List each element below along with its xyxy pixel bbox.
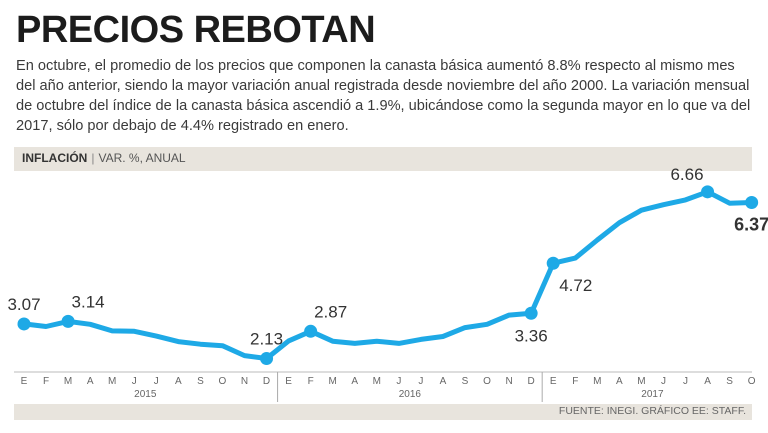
- x-tick-label: M: [373, 376, 381, 387]
- data-point-marker: [17, 317, 31, 331]
- x-tick-label: M: [637, 376, 645, 387]
- chart-title: PRECIOS REBOTAN: [16, 9, 376, 51]
- x-tick-label: F: [572, 376, 578, 387]
- x-tick-label: F: [308, 376, 314, 387]
- x-tick-label: J: [154, 376, 159, 387]
- indicator-label: INFLACIÓN | VAR. %, ANUAL: [22, 151, 186, 165]
- data-label: 2.87: [314, 302, 347, 321]
- x-tick-label: S: [726, 376, 733, 387]
- separator: |: [91, 151, 95, 165]
- x-tick-label: M: [108, 376, 116, 387]
- x-tick-label: O: [219, 376, 227, 387]
- x-tick-label: J: [661, 376, 666, 387]
- x-tick-label: S: [462, 376, 469, 387]
- year-label: 2017: [641, 389, 664, 400]
- x-tick-label: O: [748, 376, 756, 387]
- source-note: FUENTE: INEGI. GRÁFICO EE: STAFF.: [558, 405, 746, 417]
- x-tick-label: J: [418, 376, 423, 387]
- data-point-marker: [61, 314, 75, 328]
- x-tick-label: E: [550, 376, 557, 387]
- x-tick-label: A: [616, 376, 623, 387]
- data-label: 3.14: [72, 292, 105, 311]
- data-label: 6.37: [734, 215, 768, 235]
- chart-description: En octubre, el promedio de los precios q…: [16, 58, 751, 134]
- x-tick-label: J: [683, 376, 688, 387]
- x-tick-label: N: [505, 376, 512, 387]
- data-point-marker: [524, 306, 538, 320]
- x-tick-label: D: [528, 376, 535, 387]
- marker-layer: [17, 185, 759, 366]
- x-tick-label: O: [483, 376, 491, 387]
- x-axis: E F M A M J J A S O N D E F M A M J J A S O N D E F M A M J J A S O 2015 20…: [14, 371, 756, 402]
- data-label: 3.36: [515, 326, 548, 345]
- x-tick-label: D: [263, 376, 270, 387]
- data-point-marker: [546, 256, 560, 270]
- x-tick-label: J: [396, 376, 401, 387]
- indicator-unit: VAR. %, ANUAL: [98, 151, 186, 165]
- series-line: [21, 189, 755, 361]
- x-tick-label: A: [351, 376, 358, 387]
- data-point-marker: [701, 185, 715, 199]
- data-label: 4.72: [559, 276, 592, 295]
- x-tick-label: M: [593, 376, 601, 387]
- x-tick-label: A: [175, 376, 182, 387]
- data-point-marker: [304, 324, 318, 338]
- chart-header-band: INFLACIÓN | VAR. %, ANUAL: [14, 147, 752, 171]
- x-tick-label: A: [704, 376, 711, 387]
- x-tick-label: E: [21, 376, 28, 387]
- year-label: 2016: [399, 389, 422, 400]
- data-label: 3.07: [7, 295, 40, 314]
- data-label: 6.66: [670, 165, 703, 184]
- x-tick-label: J: [132, 376, 137, 387]
- footer-band: FUENTE: INEGI. GRÁFICO EE: STAFF.: [14, 404, 752, 420]
- x-tick-label: E: [285, 376, 292, 387]
- year-label: 2015: [134, 389, 157, 400]
- x-tick-label: A: [440, 376, 447, 387]
- series-line-layer: [21, 189, 755, 361]
- x-tick-label: A: [87, 376, 94, 387]
- x-tick-label: M: [329, 376, 337, 387]
- x-tick-label: M: [64, 376, 72, 387]
- data-label-layer: 3.07 3.14 2.13 2.87 3.36 4.72 6.66 6.37: [7, 165, 768, 349]
- data-point-marker: [745, 196, 759, 210]
- x-tick-label: F: [43, 376, 49, 387]
- data-label: 2.13: [250, 330, 283, 349]
- indicator-name: INFLACIÓN: [22, 151, 88, 165]
- x-tick-label: S: [197, 376, 204, 387]
- x-tick-label: N: [241, 376, 248, 387]
- data-point-marker: [260, 352, 274, 366]
